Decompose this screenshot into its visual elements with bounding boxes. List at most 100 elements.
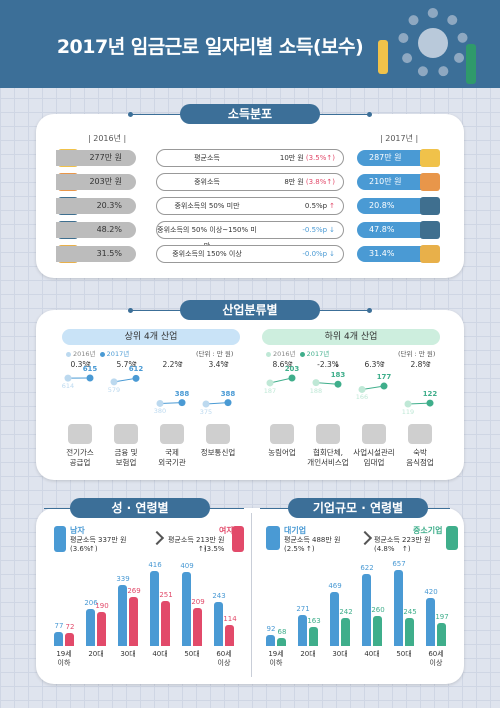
section-dot (367, 308, 372, 313)
small-arrow: ↑) (402, 545, 411, 553)
income-change: 10만 원 (3.5%↑) (280, 150, 335, 166)
value-2017: 177 (376, 373, 392, 382)
bar-series-a (86, 608, 95, 646)
change-value: 10만 원 (279, 154, 304, 162)
income-change-row: 중위소득의 50% 이상~150% 미만-0.5%p↓ (156, 221, 344, 250)
bar-series-b (437, 623, 446, 646)
age-label: 40대 (152, 650, 168, 658)
bar-value: 190 (95, 601, 109, 610)
income-2016: 277만 원 (56, 150, 136, 166)
age-label: 20대 (300, 650, 316, 658)
large-arrow: ↑) (306, 545, 315, 553)
industry-trend (156, 399, 186, 407)
bar-value: 469 (328, 581, 342, 590)
large-text: 평균소득 488만 원 (2.5% (284, 536, 341, 553)
bar-series-a (54, 632, 63, 646)
bottom-industry-title: 하위 4개 산업 (262, 329, 440, 345)
change-percent: (3.5% (305, 154, 327, 162)
trend-line (113, 377, 137, 383)
bar-series-b (65, 632, 74, 646)
bar-value: 72 (65, 622, 75, 631)
change-value: -0.5%p (302, 226, 328, 234)
point-2016 (64, 374, 72, 382)
trend-line (269, 377, 293, 384)
income-change: 8만 원 (3.8%↑) (284, 174, 335, 190)
trend-line (159, 402, 183, 404)
change-value: 0.5%p (304, 202, 328, 210)
gear-icon (398, 8, 468, 78)
industry-name: 국제 외국기관 (158, 448, 186, 467)
section-dot (128, 112, 133, 117)
plug-icon (68, 424, 92, 444)
arrow-up-icon: ↑ (177, 360, 185, 369)
arrow-up-icon: ↑) (326, 154, 335, 162)
industry-name: 정보통신업 (200, 448, 236, 457)
male-label: 남자 (70, 526, 85, 535)
top-legend: 2016년 2017년 (66, 348, 129, 358)
point-2016 (110, 378, 118, 386)
arrow-down-icon: ↓ (333, 360, 341, 369)
bar-series-a (330, 591, 339, 646)
bar-value: 68 (277, 628, 287, 637)
bar-series-b (97, 611, 106, 646)
value-2016: 579 (107, 385, 121, 394)
dining-icon (408, 424, 432, 444)
age-label: 50대 (396, 650, 412, 658)
value-2016: 119 (401, 408, 415, 416)
income-2017: 287만 원 (357, 150, 439, 166)
industry-trend (110, 374, 140, 386)
bar-series-b (373, 616, 382, 646)
section-title-distribution: 소득분포 (180, 104, 320, 124)
industry-trend (64, 374, 94, 382)
income-change: -0.5%p ↓ (302, 222, 335, 238)
value-2017: 388 (220, 389, 236, 398)
card-divider (251, 513, 252, 677)
age-label: 19세 이하 (56, 650, 72, 667)
bar-value: 92 (266, 625, 276, 634)
bar-value: 206 (84, 598, 98, 607)
bar-value: 269 (127, 587, 141, 596)
point-2017 (178, 399, 186, 407)
point-2016 (202, 400, 210, 408)
section-title-gender-age: 성 · 연령별 (70, 498, 210, 518)
calculator-icon (420, 197, 440, 215)
industry-change: 2.8% (410, 360, 430, 369)
value-2017: 122 (422, 390, 438, 399)
industry-change: 2.2% (162, 360, 182, 369)
globe-icon (160, 424, 184, 444)
legend-2017: 2017년 (106, 350, 130, 358)
page-title: 2017년 임금근로 일자리별 소득(보수) (56, 36, 364, 58)
income-category: 중위소득의 50% 미만 (174, 202, 240, 210)
industry-name: 농림어업 (268, 448, 296, 457)
industry-name: 협회단체, 개인서비스업 (307, 448, 349, 467)
income-2017: 47.8% (357, 222, 439, 238)
point-2016 (266, 379, 274, 387)
year-label-2016: | 2016년 | (88, 134, 127, 143)
point-2017 (86, 374, 94, 382)
industry-name: 전기가스 공급업 (66, 448, 94, 467)
age-label: 60세 이상 (216, 650, 232, 667)
industry-trend (358, 382, 388, 393)
legend-2016: 2016년 (73, 350, 96, 358)
value-2016: 166 (355, 393, 369, 402)
industry-trend (312, 379, 342, 388)
small-label: 중소기업 (413, 526, 443, 535)
people-icon (316, 424, 340, 444)
arrow-up-icon: ↑ (287, 360, 295, 369)
age-label: 19세 이하 (268, 650, 284, 667)
change-percent: (3.8% (305, 178, 327, 186)
industry-name: 사업시설관리 임대업 (353, 448, 395, 467)
bar-value: 420 (424, 587, 438, 596)
female-arrow: ↑) (198, 545, 207, 553)
arrow-up-icon: ↑ (85, 360, 93, 369)
building-icon (362, 424, 386, 444)
section-title-industry: 산업분류별 (180, 300, 320, 320)
gender-age-card (36, 508, 464, 684)
income-2017: 210만 원 (357, 174, 439, 190)
bar-series-a (118, 584, 127, 646)
bar-series-a (362, 574, 371, 646)
arrow-up-icon: ↑ (131, 360, 139, 369)
value-2016: 614 (61, 382, 75, 391)
bar-value: 209 (191, 598, 205, 607)
income-2016: 203만 원 (56, 174, 136, 190)
